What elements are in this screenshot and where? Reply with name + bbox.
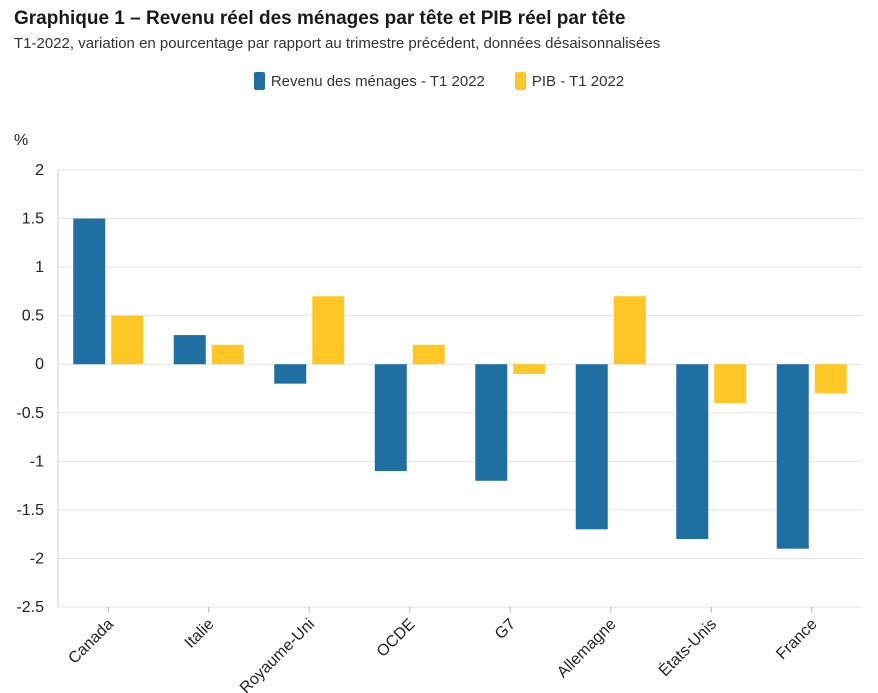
legend-item-revenu: Revenu des ménages - T1 2022 (253, 72, 485, 90)
bar-revenu (173, 335, 206, 365)
bar-pib (312, 296, 345, 365)
bar-pib (513, 364, 546, 374)
x-tick-label: OCDE (374, 616, 419, 661)
bar-revenu (274, 364, 307, 384)
x-tick-label: G7 (492, 616, 519, 643)
y-tick-label: -2 (30, 550, 44, 567)
bar-pib (111, 315, 144, 365)
legend-swatch-pib (514, 72, 526, 90)
grid-lines (57, 169, 862, 608)
x-tick-label: France (773, 616, 820, 663)
bar-pib (714, 364, 747, 404)
legend-swatch-revenu (253, 72, 265, 90)
y-tick-label: -1.5 (16, 502, 44, 519)
x-axis-ticks: Canada Italie Royaume-Uni OCDE G7 Allemagne Ét… (65, 607, 821, 693)
y-tick-label: -1 (30, 453, 44, 470)
bar-revenu (776, 364, 809, 549)
bar-pib (211, 344, 244, 365)
bar-revenu (676, 364, 709, 540)
bar-pib (613, 296, 646, 365)
x-tick-label: Italie (182, 616, 218, 652)
chart-subtitle: T1-2022, variation en pourcentage par ra… (14, 35, 661, 52)
bar-revenu (575, 364, 608, 530)
y-tick-label: 2 (35, 162, 44, 179)
chart-legend: Revenu des ménages - T1 2022 PIB - T1 20… (0, 72, 878, 90)
y-tick-label: 1.5 (22, 211, 44, 228)
bar-pib (814, 364, 847, 394)
y-tick-label: 0 (35, 356, 44, 373)
y-axis-unit-label: % (14, 132, 28, 149)
bar-pib (412, 344, 445, 365)
y-axis-ticks: 2 1.5 1 0.5 0 -0.5 -1 -1.5 -2 -2.5 (16, 162, 44, 616)
bar-revenu (73, 218, 106, 365)
legend-label-revenu: Revenu des ménages - T1 2022 (270, 72, 485, 90)
x-tick-label: États-Unis (654, 614, 720, 680)
bars (73, 218, 847, 549)
x-tick-label: Canada (65, 616, 117, 668)
chart-title: Graphique 1 – Revenu réel des ménages pa… (14, 8, 626, 29)
bar-revenu (475, 364, 508, 481)
y-tick-label: -2.5 (16, 599, 44, 616)
legend-item-pib: PIB - T1 2022 (514, 72, 625, 90)
y-tick-label: 0.5 (22, 308, 44, 325)
y-tick-label: -0.5 (16, 405, 44, 422)
legend-label-pib: PIB - T1 2022 (531, 72, 625, 90)
x-tick-label: Royaume-Uni (237, 616, 318, 693)
x-tick-label: Allemagne (554, 616, 620, 682)
y-tick-label: 1 (35, 259, 44, 276)
bar-revenu (374, 364, 407, 472)
